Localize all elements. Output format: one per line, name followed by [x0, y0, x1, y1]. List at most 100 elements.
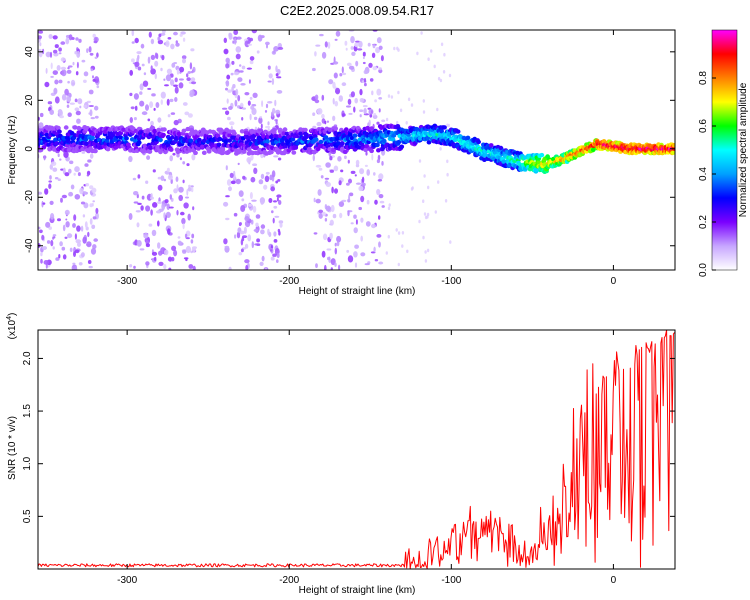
noise-point [145, 180, 149, 184]
noise-point [247, 234, 252, 242]
noise-point [139, 83, 144, 91]
noise-point [173, 84, 178, 87]
noise-point [339, 212, 343, 219]
noise-point [376, 159, 380, 164]
noise-point [186, 163, 190, 167]
noise-point [154, 60, 159, 67]
noise-point [395, 228, 398, 232]
noise-point [272, 217, 275, 224]
noise-point [190, 48, 195, 52]
noise-point [157, 117, 162, 123]
noise-point [335, 30, 341, 37]
ridge-point [291, 150, 297, 155]
noise-point [136, 240, 142, 247]
noise-point [406, 249, 409, 254]
colorbar-tick-label: 0.2 [698, 215, 709, 229]
noise-point [381, 119, 386, 123]
noise-point [327, 256, 331, 261]
noise-point [365, 67, 368, 74]
noise-point [58, 109, 63, 117]
noise-point [174, 86, 179, 94]
noise-point [249, 113, 252, 121]
noise-point [182, 249, 187, 254]
x-tick-label: -200 [279, 276, 299, 287]
noise-point [331, 186, 334, 194]
noise-point [378, 194, 384, 199]
noise-point [229, 121, 235, 126]
noise-point [83, 191, 87, 195]
noise-point [418, 219, 421, 224]
noise-point [77, 98, 83, 105]
y-tick-label: 20 [24, 94, 35, 106]
noise-point [361, 176, 365, 183]
noise-point [173, 31, 178, 36]
noise-point [249, 56, 255, 61]
noise-point [150, 209, 153, 216]
noise-point [338, 95, 343, 102]
noise-point [225, 80, 230, 87]
noise-point [76, 118, 81, 124]
noise-point [53, 87, 58, 95]
noise-point [58, 79, 63, 84]
noise-point [341, 82, 347, 87]
noise-point [333, 165, 339, 172]
noise-point [249, 60, 254, 65]
noise-point [43, 260, 49, 265]
noise-point [269, 249, 273, 252]
noise-point [377, 179, 383, 182]
noise-point [130, 106, 135, 110]
noise-point [410, 187, 414, 191]
noise-point [363, 108, 367, 115]
noise-point [321, 113, 325, 119]
noise-point [276, 76, 282, 79]
noise-point [83, 236, 85, 242]
noise-point [71, 37, 75, 40]
ridge-point [162, 127, 167, 132]
noise-point [44, 81, 50, 88]
noise-point [278, 220, 284, 224]
noise-point [360, 195, 365, 203]
noise-point [407, 97, 411, 102]
ridge-point [282, 127, 288, 132]
ridge-point [396, 139, 402, 145]
colorbar-tick-label: 0.8 [698, 71, 709, 85]
ridge-point [369, 126, 374, 131]
noise-point [76, 61, 79, 69]
noise-point [401, 231, 405, 235]
noise-point [335, 90, 340, 94]
noise-point [344, 155, 347, 160]
noise-point [237, 77, 243, 82]
noise-point [59, 158, 62, 161]
noise-point [267, 65, 271, 70]
ridge-point [193, 150, 198, 156]
noise-point [315, 263, 318, 268]
noise-point [385, 117, 389, 122]
ridge-point [313, 137, 319, 142]
y-tick-label: 2.0 [22, 351, 33, 365]
noise-point [180, 211, 185, 216]
noise-point [49, 109, 54, 115]
noise-point [190, 77, 196, 82]
ridge-point [217, 136, 223, 142]
ridge-point [318, 139, 324, 145]
noise-point [330, 267, 333, 270]
noise-point [82, 214, 86, 218]
noise-point [260, 202, 264, 205]
noise-point [76, 50, 81, 58]
noise-point [60, 57, 66, 62]
ridge-point [104, 138, 110, 143]
noise-point [342, 72, 347, 76]
noise-point [321, 250, 326, 258]
noise-point [250, 105, 255, 110]
noise-point [324, 120, 327, 125]
noise-point [254, 126, 258, 131]
noise-point [143, 232, 149, 239]
noise-point [336, 235, 342, 243]
noise-point [75, 71, 79, 76]
noise-point [314, 51, 317, 57]
y-tick-label: -40 [24, 238, 35, 253]
noise-point [234, 99, 238, 107]
snr-frame [37, 329, 676, 570]
noise-point [235, 88, 239, 96]
noise-point [318, 167, 323, 171]
